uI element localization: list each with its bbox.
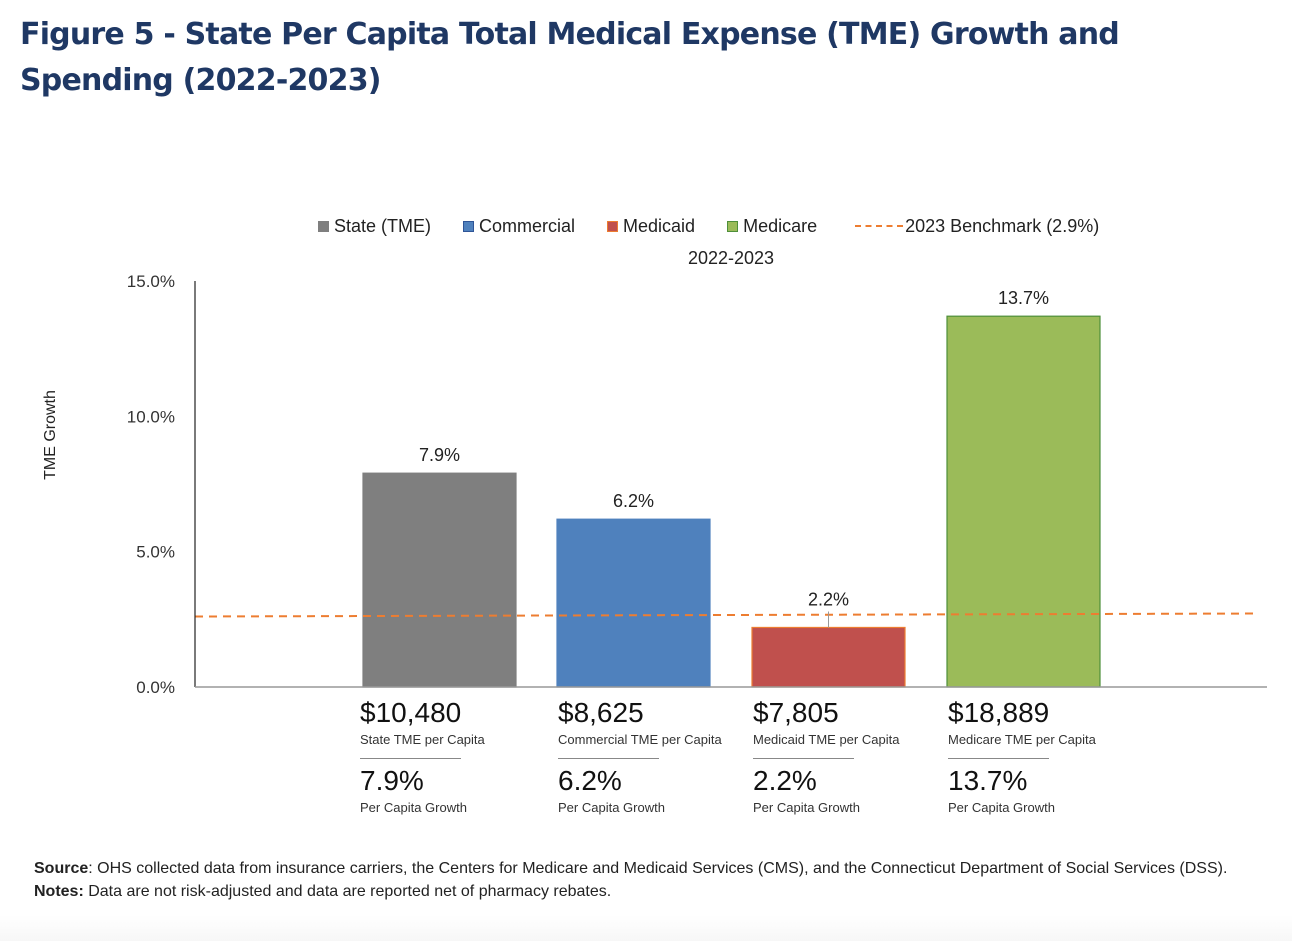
legend-item-medicaid: Medicaid <box>607 216 695 237</box>
summary-amount: $7,805 <box>753 697 839 728</box>
legend-label-medicare: Medicare <box>743 215 818 236</box>
legend-label-benchmark: 2023 Benchmark (2.9%) <box>905 215 1100 236</box>
legend-item-state: State (TME) <box>318 216 431 237</box>
bar-commercial <box>556 518 711 688</box>
summary-growth-caption: Per Capita Growth <box>360 800 467 815</box>
notes-note: Notes: Data are not risk-adjusted and da… <box>34 880 1264 903</box>
summary-divider <box>753 758 854 759</box>
summary-divider <box>360 758 461 759</box>
summary-medicaid: $7,805 Medicaid TME per Capita 2.2% Per … <box>753 696 953 816</box>
summary-growth-caption: Per Capita Growth <box>558 800 665 815</box>
y-tick-label: 5.0% <box>136 543 175 562</box>
summary-amount: $10,480 <box>360 697 462 728</box>
summary-amount: $8,625 <box>558 697 644 728</box>
legend-swatch-commercial <box>463 220 475 232</box>
legend-label-commercial: Commercial <box>479 215 576 236</box>
summary-caption: State TME per Capita <box>360 732 485 747</box>
legend-swatch-medicare <box>727 220 739 232</box>
notes-label: Notes: <box>34 883 84 900</box>
y-tick-label: 15.0% <box>127 272 175 291</box>
summary-commercial: $8,625 Commercial TME per Capita 6.2% Pe… <box>558 696 758 816</box>
legend-label-state: State (TME) <box>334 215 432 236</box>
data-label: 6.2% <box>613 491 654 511</box>
legend-swatch-medicaid <box>607 220 619 232</box>
summary-state: $10,480 State TME per Capita 7.9% Per Ca… <box>360 696 560 816</box>
source-note: Source: OHS collected data from insuranc… <box>34 857 1264 880</box>
summary-divider <box>948 758 1049 759</box>
summary-growth: 6.2% <box>558 765 622 796</box>
bar-medicare <box>946 315 1101 688</box>
summary-caption: Medicare TME per Capita <box>948 732 1096 747</box>
summary-caption: Medicaid TME per Capita <box>753 732 900 747</box>
y-tick-label: 0.0% <box>136 678 175 697</box>
footnotes: Source: OHS collected data from insuranc… <box>34 857 1264 903</box>
summary-growth: 2.2% <box>753 765 817 796</box>
notes-text: Data are not risk-adjusted and data are … <box>83 883 612 900</box>
bar-medicaid <box>751 626 906 688</box>
summary-medicare: $18,889 Medicare TME per Capita 13.7% Pe… <box>948 696 1148 816</box>
bar-state-tme <box>362 472 517 688</box>
benchmark-line <box>194 612 1260 618</box>
legend-item-benchmark: 2023 Benchmark (2.9%) <box>855 216 1099 237</box>
data-label: 7.9% <box>419 445 460 465</box>
summary-growth-caption: Per Capita Growth <box>948 800 1055 815</box>
chart-subtitle: 2022-2023 <box>687 248 775 268</box>
y-tick-label: 10.0% <box>127 407 175 426</box>
chart-legend: State (TME) Commercial Medicaid Medicare… <box>318 214 1131 238</box>
legend-label-medicaid: Medicaid <box>623 215 696 236</box>
summary-caption: Commercial TME per Capita <box>558 732 722 747</box>
summary-growth: 7.9% <box>360 765 424 796</box>
source-label: Source <box>34 860 89 877</box>
legend-dash-benchmark <box>855 225 904 227</box>
summary-growth: 13.7% <box>948 765 1028 796</box>
data-label: 13.7% <box>998 288 1049 308</box>
legend-item-commercial: Commercial <box>463 216 575 237</box>
data-label: 2.2% <box>808 589 849 609</box>
summary-growth-caption: Per Capita Growth <box>753 800 860 815</box>
legend-item-medicare: Medicare <box>727 216 817 237</box>
source-text: : OHS collected data from insurance carr… <box>88 860 1228 877</box>
summary-divider <box>558 758 659 759</box>
legend-swatch-state <box>318 220 329 232</box>
figure-title: Figure 5 - State Per Capita Total Medica… <box>20 17 1120 98</box>
summary-amount: $18,889 <box>948 697 1050 728</box>
